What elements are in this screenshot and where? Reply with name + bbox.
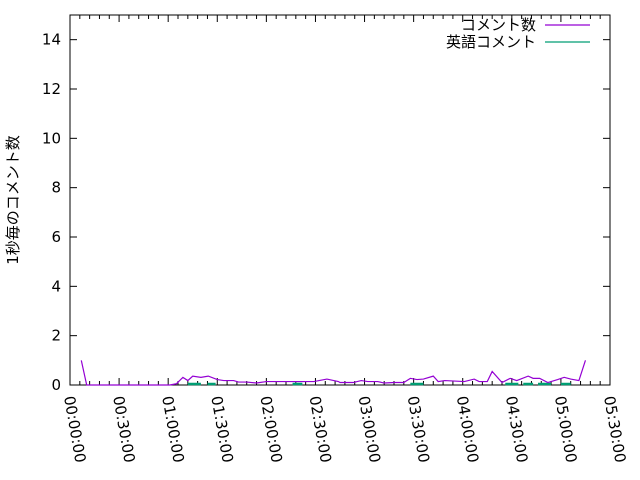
x-tick-label: 00:30:00 — [109, 395, 138, 464]
x-tick-label: 01:00:00 — [158, 395, 187, 464]
x-tick-label: 03:00:00 — [355, 395, 384, 464]
y-tick-label: 0 — [51, 376, 61, 394]
x-tick-label: 00:00:00 — [60, 395, 89, 464]
x-tick-label: 04:30:00 — [502, 395, 531, 464]
y-tick-label: 12 — [42, 80, 61, 98]
axes: 0 2 4 6 8 10 12 14 00:00:00 00:30:00 01:00:00 01:30… — [42, 14, 629, 464]
y-tick-label: 6 — [51, 228, 61, 246]
x-tick-label: 05:00:00 — [551, 395, 580, 464]
plot-border — [69, 14, 611, 386]
y-tick-label: 4 — [51, 277, 61, 295]
series-layer — [80, 360, 587, 386]
y-tick-label: 8 — [51, 179, 61, 197]
legend-label-0: コメント数 — [461, 16, 536, 34]
y-tick-label: 10 — [42, 129, 61, 147]
y-tick-label: 14 — [42, 31, 61, 49]
x-tick-label: 01:30:00 — [207, 395, 236, 464]
y-axis-label: 1秒毎のコメント数 — [4, 135, 22, 265]
x-tick-label: 02:00:00 — [256, 395, 285, 464]
legend-label-1: 英語コメント — [446, 33, 536, 51]
y-tick-label: 2 — [51, 327, 61, 345]
x-tick-label: 03:30:00 — [404, 395, 433, 464]
x-tick-label: 05:30:00 — [600, 395, 629, 464]
series-line-comments — [80, 360, 587, 386]
legend: コメント数 英語コメント — [446, 16, 590, 51]
x-tick-label: 04:00:00 — [453, 395, 482, 464]
x-tick-label: 02:30:00 — [306, 395, 335, 464]
